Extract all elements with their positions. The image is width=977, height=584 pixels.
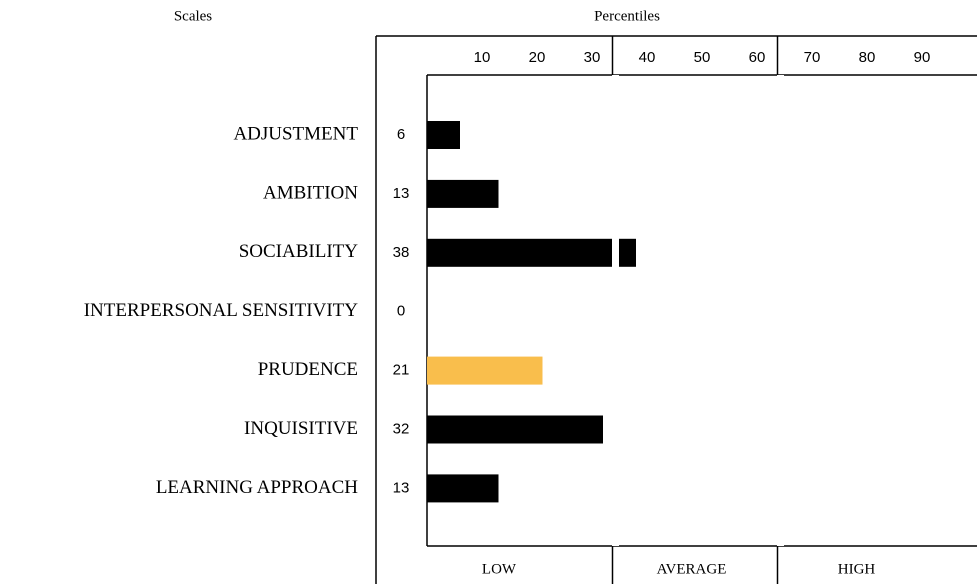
- value-label: 21: [393, 362, 410, 379]
- frame: [375, 35, 977, 584]
- x-tick-label: 20: [529, 49, 546, 66]
- chart-title: Percentiles: [594, 8, 660, 24]
- bar: [427, 238, 636, 267]
- value-label: 13: [393, 479, 410, 496]
- x-tick-label: 40: [639, 49, 656, 66]
- x-tick-label: 10: [474, 49, 491, 66]
- bar: [427, 415, 603, 444]
- bar: [427, 121, 460, 149]
- category-label: INTERPERSONAL SENSITIVITY: [84, 300, 359, 321]
- value-label: 32: [393, 420, 410, 437]
- category-label: PRUDENCE: [258, 359, 358, 380]
- category-label: AMBITION: [263, 182, 358, 203]
- bar: [427, 474, 499, 503]
- bar: [427, 356, 543, 385]
- scales-header: Scales: [174, 8, 212, 24]
- value-label: 13: [393, 185, 410, 202]
- value-label: 38: [393, 244, 410, 261]
- band-label: HIGH: [838, 561, 876, 577]
- x-tick-label: 70: [804, 49, 821, 66]
- x-tick-label: 30: [584, 49, 601, 66]
- category-label: INQUISITIVE: [244, 418, 358, 439]
- band-label: LOW: [482, 561, 517, 577]
- x-tick-label: 60: [749, 49, 766, 66]
- x-tick-label: 50: [694, 49, 711, 66]
- category-label: SOCIABILITY: [239, 241, 359, 262]
- x-tick-label: 90: [914, 49, 931, 66]
- category-label: LEARNING APPROACH: [156, 477, 358, 498]
- category-label: ADJUSTMENT: [233, 123, 358, 144]
- value-label: 6: [397, 126, 405, 143]
- band-label: AVERAGE: [657, 561, 727, 577]
- value-label: 0: [397, 303, 405, 320]
- bar: [427, 179, 499, 208]
- x-tick-label: 80: [859, 49, 876, 66]
